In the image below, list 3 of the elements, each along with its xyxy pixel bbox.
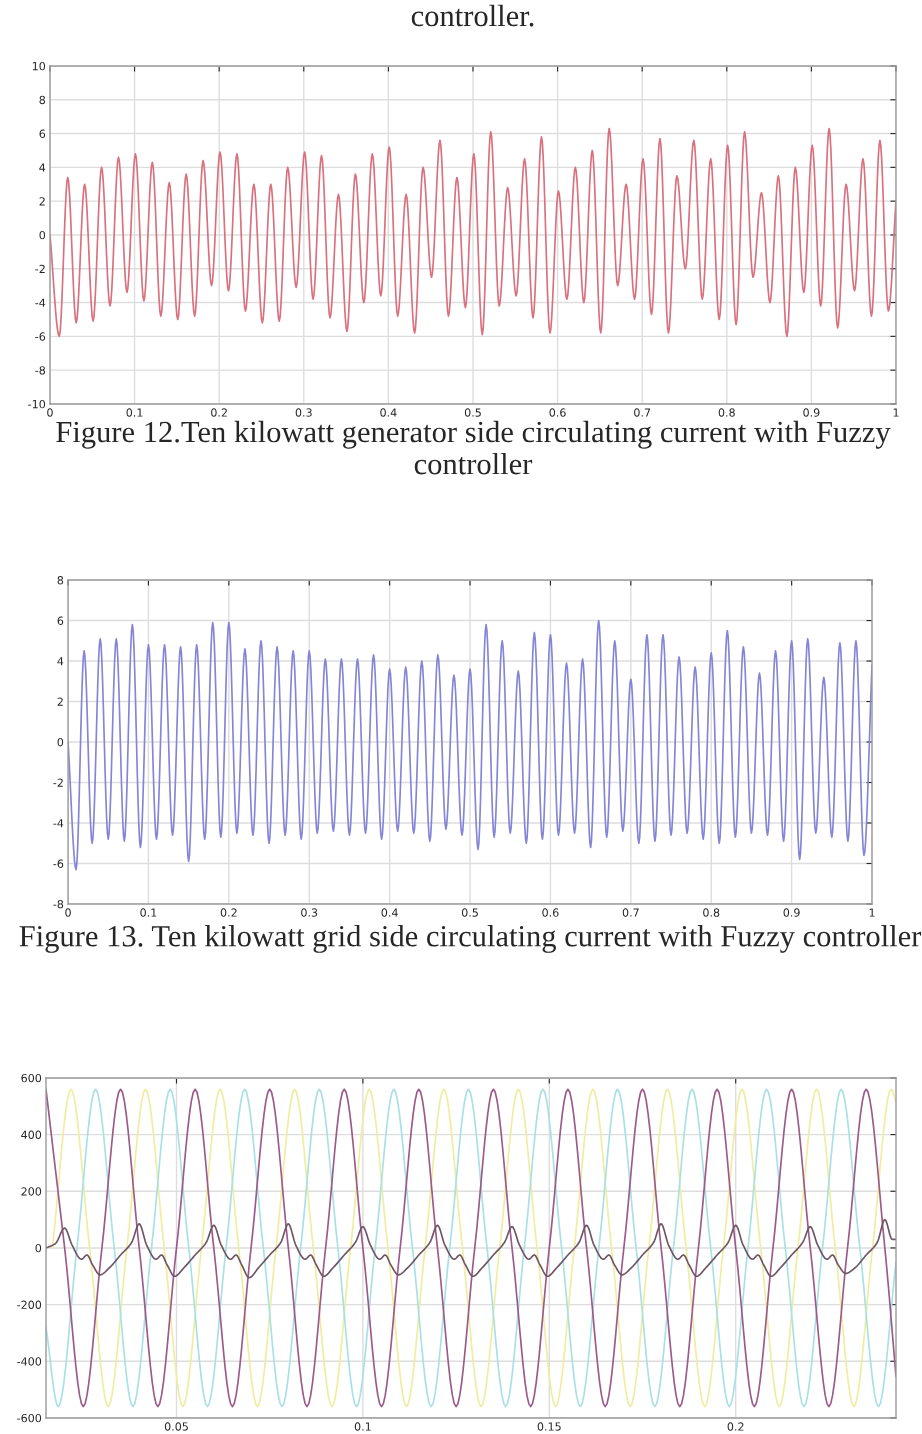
caption: Figure 12.Ten kilowatt generator side circulating current with Fuzzy controller: [56, 420, 891, 475]
caption: Figure 13. Ten kilowatt grid side circulating current with Fuzzy controller: [19, 925, 922, 953]
chart-title: controller.: [411, 4, 534, 27]
